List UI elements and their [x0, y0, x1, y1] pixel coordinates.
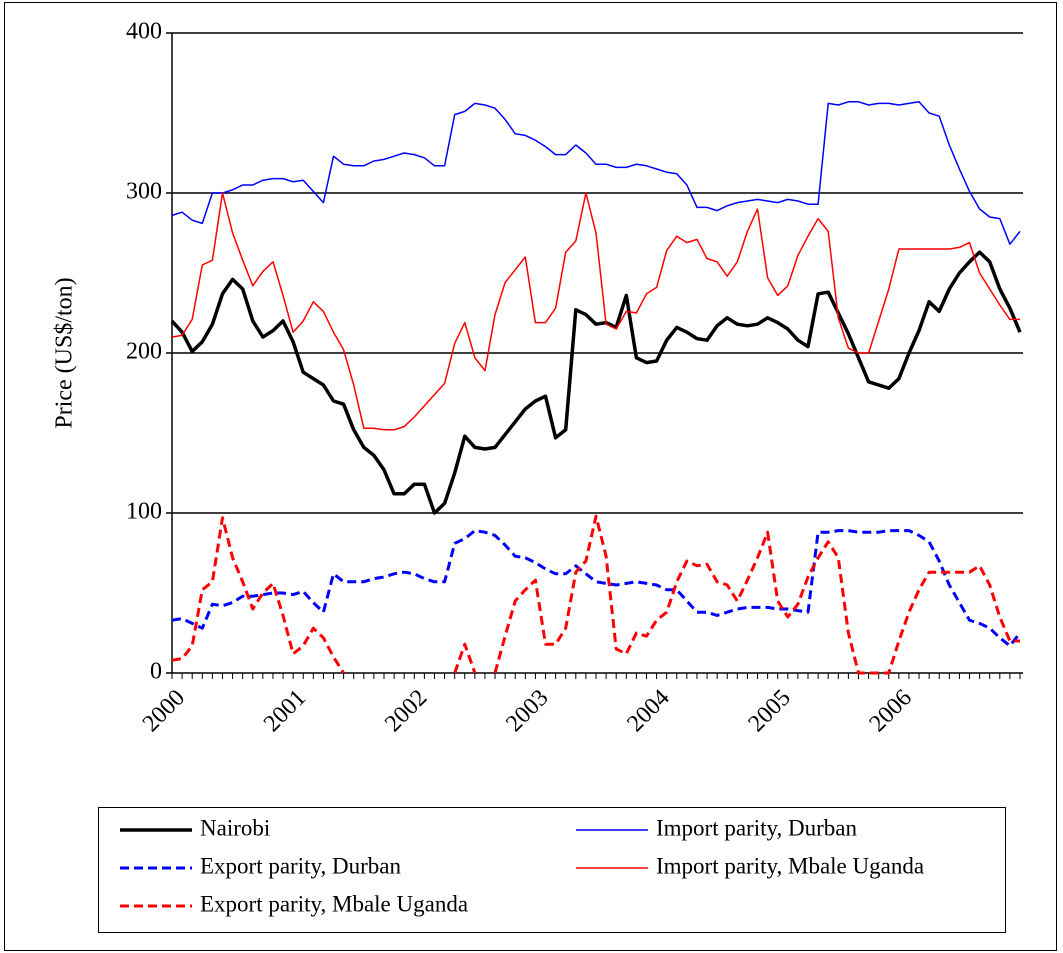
legend-label: Export parity, Durban: [200, 853, 401, 878]
legend-label: Import parity, Durban: [656, 815, 857, 840]
legend-label: Export parity, Mbale Uganda: [200, 891, 468, 916]
y-tick-label: 0: [150, 659, 162, 685]
legend: Nairobi Import parity, Durban Export parit…: [120, 815, 924, 916]
series-line: [171, 101, 1021, 245]
x-tick-label: 2000: [138, 685, 190, 737]
x-tick-label: 2005: [744, 685, 796, 737]
x-tick-label: 2006: [865, 685, 917, 737]
x-tick-label: 2002: [380, 685, 432, 737]
y-tick-label: 400: [126, 19, 162, 45]
legend-box: [98, 807, 1006, 933]
y-tick-label: 100: [126, 499, 162, 525]
series-line: [171, 192, 1020, 431]
series-line: [170, 250, 1022, 515]
legend-label: Import parity, Mbale Uganda: [656, 853, 924, 878]
legend-label: Nairobi: [200, 815, 270, 840]
y-tick-label: 300: [126, 179, 162, 205]
x-tick-label: 2004: [622, 685, 674, 737]
y-axis-label: Price (US$/ton): [52, 277, 78, 428]
x-tick-label: 2003: [501, 685, 553, 737]
x-tick-label: 2001: [259, 685, 311, 737]
series-line: [171, 529, 1022, 648]
chart-border: [4, 2, 1057, 951]
series-line: [171, 514, 1020, 675]
y-tick-label: 200: [126, 339, 162, 365]
